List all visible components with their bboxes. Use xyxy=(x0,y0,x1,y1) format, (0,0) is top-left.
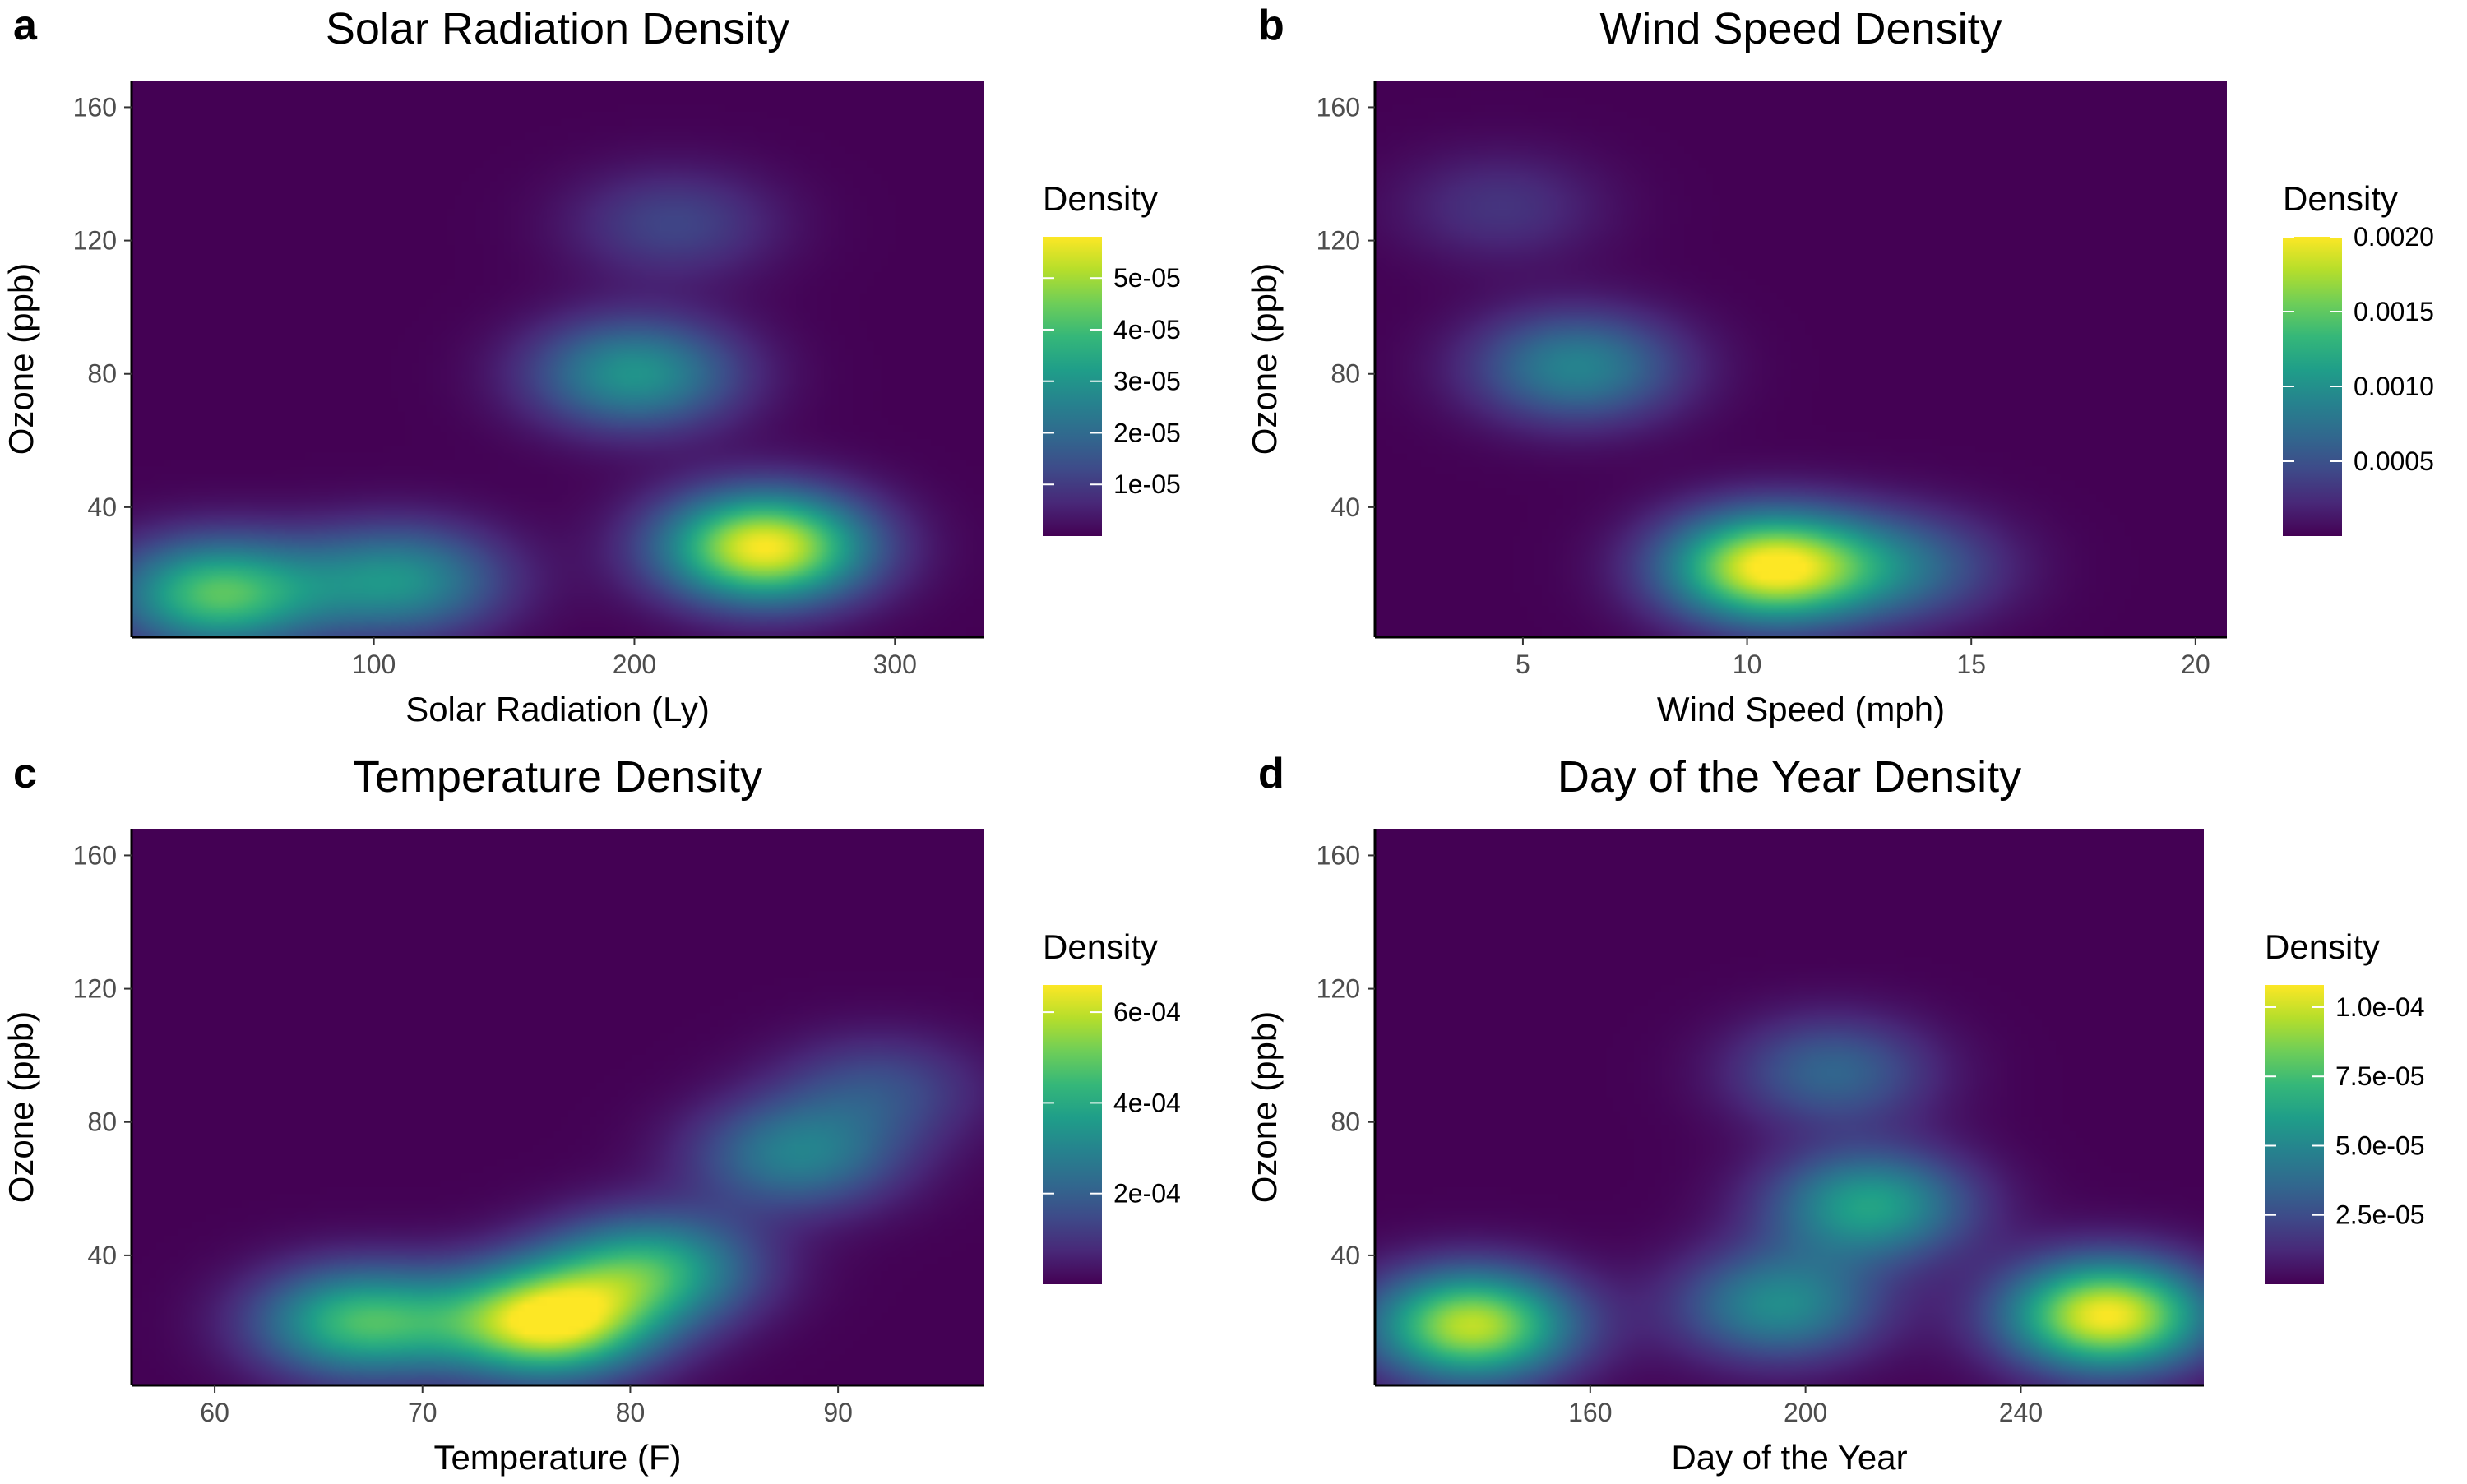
x-tick-label: 20 xyxy=(2181,650,2210,679)
colorbar-tick-label: 0.0015 xyxy=(2354,297,2434,326)
x-tick-label: 200 xyxy=(613,650,656,679)
y-tick-label: 160 xyxy=(73,92,117,122)
x-axis-title: Temperature (F) xyxy=(433,1438,681,1477)
y-axis-title: Ozone (ppb) xyxy=(2,263,40,455)
y-tick-label: 40 xyxy=(1331,492,1360,522)
y-tick-label: 120 xyxy=(1317,974,1360,1004)
colorbar-tick-label: 1e-05 xyxy=(1113,469,1181,499)
colorbar-tick-label: 4e-04 xyxy=(1113,1088,1181,1117)
legend-title: Density xyxy=(1043,927,1158,966)
x-tick-label: 10 xyxy=(1733,650,1762,679)
density-heatmap xyxy=(132,829,984,1385)
x-tick-label: 200 xyxy=(1784,1398,1827,1427)
y-tick-label: 160 xyxy=(73,840,117,870)
colorbar xyxy=(2265,985,2324,1284)
chart-title: Temperature Density xyxy=(353,752,762,802)
colorbar xyxy=(1043,985,1102,1284)
colorbar-tick-label: 2e-05 xyxy=(1113,418,1181,447)
colorbar-tick-label: 5e-05 xyxy=(1113,263,1181,293)
y-tick-label: 80 xyxy=(87,359,117,389)
legend-title: Density xyxy=(2283,179,2398,218)
x-tick-label: 160 xyxy=(1568,1398,1612,1427)
colorbar-tick-label: 1.0e-04 xyxy=(2335,992,2425,1022)
colorbar-tick-label: 5.0e-05 xyxy=(2335,1130,2425,1160)
panel-b: b Wind Speed Density 5 10 15 20 40 80 120 160 Wind… xyxy=(1245,2,2434,728)
legend-title: Density xyxy=(2265,927,2380,966)
y-tick-label: 40 xyxy=(87,492,117,522)
legend-title: Density xyxy=(1043,179,1158,218)
panel-letter: b xyxy=(1258,2,1284,49)
y-tick-label: 40 xyxy=(87,1241,117,1270)
panel-letter: c xyxy=(13,750,37,797)
x-axis-title: Day of the Year xyxy=(1671,1438,1907,1477)
x-tick-label: 80 xyxy=(616,1398,646,1427)
x-tick-label: 240 xyxy=(1999,1398,2043,1427)
panel-letter: a xyxy=(13,2,38,49)
panel-c: c Temperature Density 60 70 80 90 40 80 120 160 Te… xyxy=(2,750,1181,1477)
colorbar-tick-label: 0.0005 xyxy=(2354,446,2434,476)
y-tick-label: 80 xyxy=(1331,359,1360,389)
colorbar-tick-label: 2e-04 xyxy=(1113,1179,1181,1209)
colorbar-tick-label: 7.5e-05 xyxy=(2335,1061,2425,1091)
x-tick-label: 100 xyxy=(352,650,396,679)
x-tick-label: 5 xyxy=(1516,650,1530,679)
x-tick-label: 15 xyxy=(1956,650,1986,679)
y-tick-label: 160 xyxy=(1317,92,1360,122)
panel-a: a Solar Radiation Density 100 200 300 40 80 120… xyxy=(2,2,1181,728)
x-tick-label: 300 xyxy=(873,650,917,679)
density-heatmap xyxy=(1375,81,2227,637)
panel-d: d Day of the Year Density 160 200 240 40 80 120… xyxy=(1245,750,2425,1477)
chart-title: Wind Speed Density xyxy=(1599,4,2002,53)
y-tick-label: 80 xyxy=(1331,1107,1360,1137)
colorbar-tick-label: 0.0010 xyxy=(2354,372,2434,401)
y-axis-title: Ozone (ppb) xyxy=(1245,263,1284,455)
x-axis-title: Wind Speed (mph) xyxy=(1657,690,1945,728)
chart-title: Solar Radiation Density xyxy=(326,4,789,53)
colorbar-tick-label: 6e-04 xyxy=(1113,997,1181,1027)
y-tick-label: 80 xyxy=(87,1107,117,1137)
y-axis-title: Ozone (ppb) xyxy=(1245,1011,1284,1203)
y-tick-label: 120 xyxy=(1317,226,1360,256)
panel-letter: d xyxy=(1258,750,1284,797)
y-tick-label: 120 xyxy=(73,226,117,256)
colorbar xyxy=(1043,237,1102,536)
y-tick-label: 120 xyxy=(73,974,117,1004)
y-tick-label: 160 xyxy=(1317,840,1360,870)
colorbar-tick-label: 2.5e-05 xyxy=(2335,1200,2425,1230)
density-heatmap xyxy=(1375,829,2204,1385)
colorbar-tick-label: 0.0020 xyxy=(2354,222,2434,252)
colorbar-tick-label: 3e-05 xyxy=(1113,367,1181,396)
x-axis-title: Solar Radiation (Ly) xyxy=(405,690,710,728)
density-heatmap xyxy=(132,81,984,637)
x-tick-label: 60 xyxy=(200,1398,229,1427)
y-axis-title: Ozone (ppb) xyxy=(2,1011,40,1203)
x-tick-label: 70 xyxy=(408,1398,437,1427)
chart-title: Day of the Year Density xyxy=(1557,752,2021,802)
x-tick-label: 90 xyxy=(823,1398,853,1427)
colorbar-tick-label: 4e-05 xyxy=(1113,315,1181,344)
y-tick-label: 40 xyxy=(1331,1241,1360,1270)
